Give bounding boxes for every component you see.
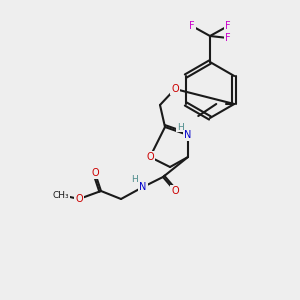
Text: O: O	[91, 168, 99, 178]
Text: F: F	[225, 33, 231, 43]
Text: F: F	[225, 21, 231, 31]
Text: F: F	[189, 21, 195, 31]
Text: CH₃: CH₃	[53, 190, 69, 200]
Text: O: O	[171, 186, 179, 196]
Text: H: H	[177, 122, 183, 131]
Text: H: H	[130, 176, 137, 184]
Text: N: N	[139, 182, 147, 192]
Text: O: O	[75, 194, 83, 204]
Text: N: N	[184, 130, 192, 140]
Text: O: O	[171, 84, 179, 94]
Text: O: O	[146, 152, 154, 162]
